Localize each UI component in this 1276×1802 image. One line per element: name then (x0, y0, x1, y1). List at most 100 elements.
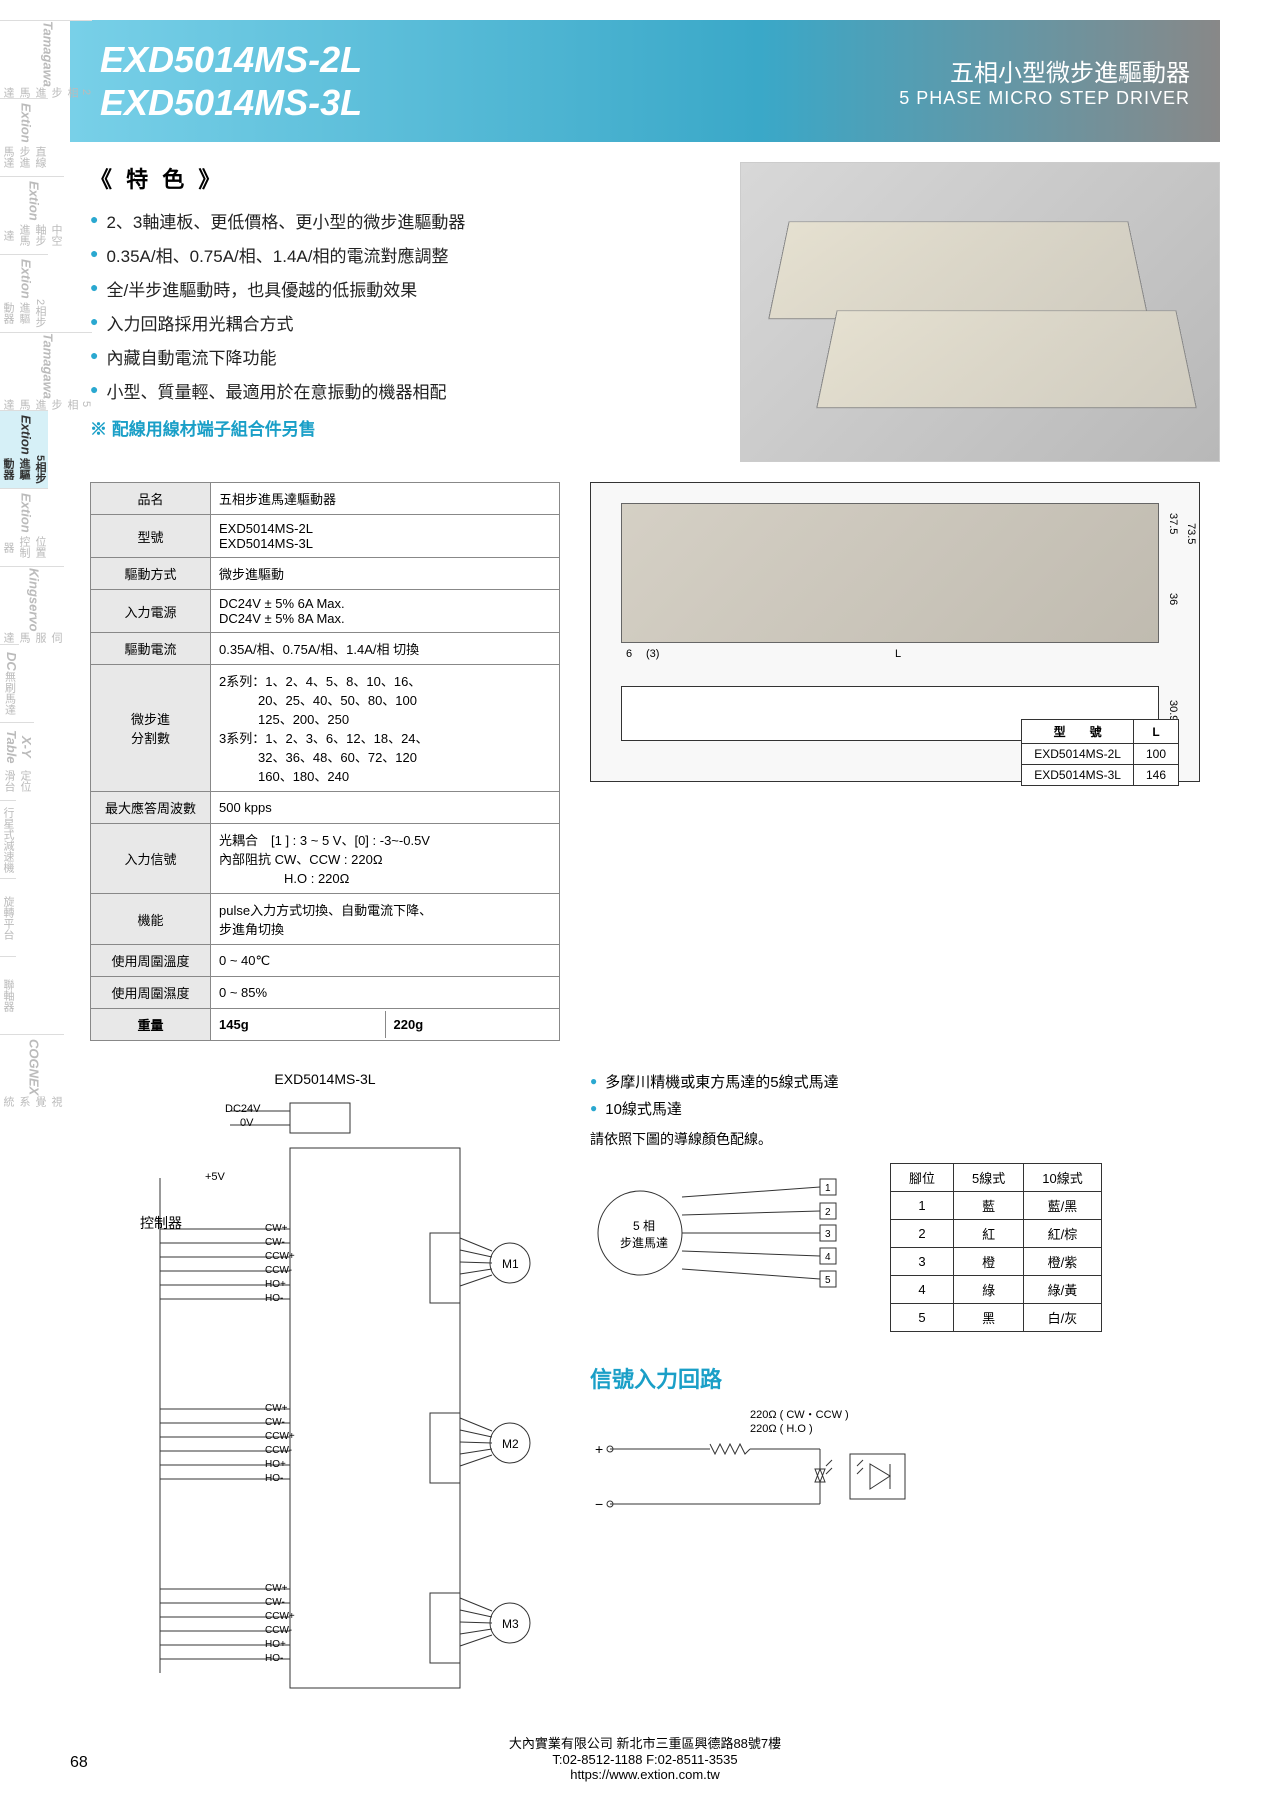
pin-diagram: 1 2 3 4 5 5 相 步進馬達 (590, 1163, 870, 1303)
spec-label-2: 驅動方式 (91, 558, 211, 590)
pin-1-num: 2 (891, 1220, 954, 1248)
dimension-drawing: 73.5 37.5 36 30.9 6 (3) L 型 號LEXD5014MS-… (590, 482, 1200, 1041)
sidebar-tab-1[interactable]: Extion直線步進馬達 (0, 98, 48, 176)
svg-text:M1: M1 (502, 1257, 519, 1271)
title-en: 5 PHASE MICRO STEP DRIVER (899, 88, 1190, 109)
pin-th-2: 5線式 (954, 1164, 1024, 1192)
signal-0-4: HO+ (265, 1279, 286, 1290)
spec-label-0: 品名 (91, 483, 211, 515)
svg-text:3: 3 (825, 1229, 831, 1240)
sidebar-tab-0[interactable]: Tamagawa2相步進馬達 (0, 20, 92, 98)
dimension-table: 型 號LEXD5014MS-2L100EXD5014MS-3L146 (1021, 719, 1179, 786)
motor-instruction: 請依照下圖的導線顏色配線。 (590, 1129, 1200, 1149)
signal-0-0: CW+ (265, 1223, 288, 1234)
pin-3-5w: 綠 (954, 1276, 1024, 1304)
pin-4-num: 5 (891, 1304, 954, 1332)
svg-text:+: + (595, 1441, 603, 1457)
signal-0-5: HO- (265, 1293, 283, 1304)
pin-0-5w: 藍 (954, 1192, 1024, 1220)
spec-label-10: 使用周圍濕度 (91, 977, 211, 1009)
svg-text:5: 5 (825, 1275, 831, 1286)
feature-item-4: 內藏自動電流下降功能 (90, 344, 720, 369)
spec-value-6: 500 kpps (211, 792, 560, 824)
dim-h1: 37.5 (1167, 513, 1179, 534)
dim-w2: (3) (646, 648, 659, 660)
signal-1-5: HO- (265, 1473, 283, 1484)
signal-0-1: CW- (265, 1237, 285, 1248)
spec-label-9: 使用周圍溫度 (91, 945, 211, 977)
sidebar-tab-4[interactable]: Tamagawa5相步進馬達 (0, 332, 92, 410)
power-24v: DC24V (225, 1103, 260, 1115)
signal-2-2: CCW+ (265, 1611, 295, 1622)
dim-L-1: 146 (1133, 765, 1178, 786)
resistor-2-label: 220Ω ( H.O ) (750, 1423, 813, 1435)
pin-1-10w: 紅/棕 (1024, 1220, 1101, 1248)
spec-weight-label: 重量 (91, 1009, 211, 1041)
dim-model-0: EXD5014MS-2L (1022, 744, 1134, 765)
pin-0-num: 1 (891, 1192, 954, 1220)
pin-2-5w: 橙 (954, 1248, 1024, 1276)
sidebar-tab-5[interactable]: Extion5相步進驅動器 (0, 410, 48, 488)
spec-table: 品名五相步進馬達驅動器型號EXD5014MS-2L EXD5014MS-3L驅動… (90, 482, 560, 1041)
sidebar-tab-7[interactable]: Kingservo伺服馬達 (0, 566, 64, 644)
title-cn: 五相小型微步進驅動器 (899, 53, 1190, 88)
sidebar-tab-12[interactable]: 聯軸器 (0, 956, 16, 1034)
page-header: EXD5014MS-2L EXD5014MS-3L 五相小型微步進驅動器 5 P… (70, 20, 1220, 142)
signal-1-2: CCW+ (265, 1431, 295, 1442)
spec-weight-value: 145g220g (211, 1009, 560, 1041)
signal-2-5: HO- (265, 1653, 283, 1664)
pin-th-1: 腳位 (891, 1164, 954, 1192)
feature-item-1: 0.35A/相、0.75A/相、1.4A/相的電流對應調整 (90, 242, 720, 267)
sidebar-tab-6[interactable]: Extion位置控制器 (0, 488, 48, 566)
spec-label-7: 入力信號 (91, 824, 211, 894)
dim-th-model: 型 號 (1022, 720, 1134, 744)
pin-2-num: 3 (891, 1248, 954, 1276)
spec-value-10: 0 ~ 85% (211, 977, 560, 1009)
dim-w1: 6 (626, 648, 632, 660)
lower-section: EXD5014MS-3L M1M2M3 控制器 DC24V 0V +5V CW+… (70, 1041, 1220, 1703)
pin-1-5w: 紅 (954, 1220, 1024, 1248)
svg-text:2: 2 (825, 1207, 831, 1218)
header-titles: 五相小型微步進驅動器 5 PHASE MICRO STEP DRIVER (899, 53, 1190, 109)
controller-label: 控制器 (140, 1213, 182, 1233)
dim-model-1: EXD5014MS-3L (1022, 765, 1134, 786)
footer-company: 大內實業有限公司 新北市三重區興德路88號7樓 (70, 1733, 1220, 1752)
model-number-1: EXD5014MS-2L (100, 38, 362, 81)
header-models: EXD5014MS-2L EXD5014MS-3L (100, 38, 362, 124)
motor-circle-label: 5 相 步進馬達 (620, 1217, 668, 1251)
sidebar-tab-10[interactable]: 行星式減速機 (0, 800, 16, 878)
sidebar-tab-9[interactable]: X-Y Table定位滑台 (0, 722, 34, 800)
sidebar-tab-8[interactable]: DC無刷馬達 (0, 644, 19, 722)
resistor-1-label: 220Ω ( CW・CCW ) (750, 1409, 849, 1421)
svg-text:−: − (595, 1496, 603, 1512)
signal-2-3: CCW- (265, 1625, 292, 1636)
pin-0-10w: 藍/黑 (1024, 1192, 1101, 1220)
spec-label-6: 最大應答周波數 (91, 792, 211, 824)
sidebar-tab-3[interactable]: Extion2相步進驅動器 (0, 254, 48, 332)
sidebar-tab-2[interactable]: Extion中空軸步進馬達 (0, 176, 64, 254)
spec-value-7: 光耦合 [1 ] : 3 ~ 5 V、[0] : -3~-0.5V 內部阻抗 C… (211, 824, 560, 894)
dim-h3: 73.5 (1185, 523, 1197, 544)
mid-section: 品名五相步進馬達驅動器型號EXD5014MS-2L EXD5014MS-3L驅動… (70, 462, 1220, 1041)
signal-1-3: CCW- (265, 1445, 292, 1456)
pin-th-3: 10線式 (1024, 1164, 1101, 1192)
spec-value-2: 微步進驅動 (211, 558, 560, 590)
spec-value-1: EXD5014MS-2L EXD5014MS-3L (211, 515, 560, 558)
pin-section: 1 2 3 4 5 5 相 步進馬達 腳位5線式10線式1藍藍/黑2紅紅/棕3橙… (590, 1163, 1200, 1332)
feature-item-3: 入力回路採用光耦合方式 (90, 310, 720, 335)
spec-value-3: DC24V ± 5% 6A Max. DC24V ± 5% 8A Max. (211, 590, 560, 633)
spec-value-5: 2系列：1、2、4、5、8、10、16、 20、25、40、50、80、100 … (211, 665, 560, 792)
signal-title: 信號入力回路 (590, 1362, 1200, 1394)
page-number: 68 (70, 1754, 88, 1772)
svg-text:M3: M3 (502, 1617, 519, 1631)
footer-contact: T:02-8512-1188 F:02-8511-3535 (70, 1752, 1220, 1767)
footer: 大內實業有限公司 新北市三重區興德路88號7樓 T:02-8512-1188 F… (70, 1703, 1220, 1802)
pin-3-num: 4 (891, 1276, 954, 1304)
svg-text:1: 1 (825, 1183, 831, 1194)
features-section: 《 特 色 》 2、3軸連板、更低價格、更小型的微步進驅動器0.35A/相、0.… (70, 142, 1220, 462)
product-photo (740, 162, 1220, 462)
sidebar-tab-11[interactable]: 旋轉平台 (0, 878, 16, 956)
spec-value-8: pulse入力方式切換、自動電流下降、 步進角切換 (211, 894, 560, 945)
sidebar-nav: Tamagawa2相步進馬達Extion直線步進馬達Extion中空軸步進馬達E… (0, 20, 55, 1112)
sidebar-tab-13[interactable]: COGNEX視覺系統 (0, 1034, 64, 1112)
